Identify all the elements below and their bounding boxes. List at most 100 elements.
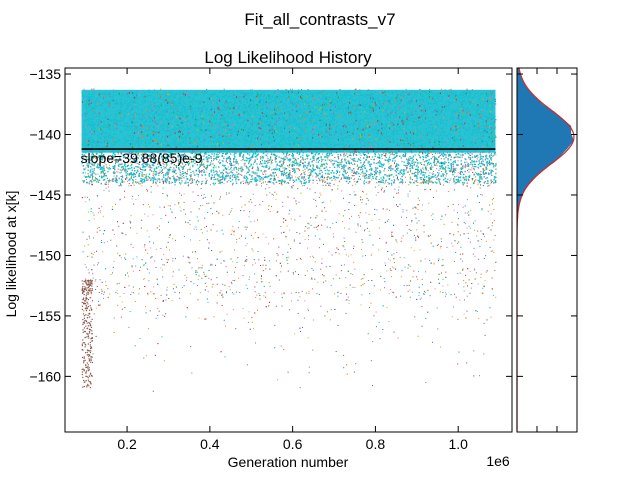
scatter-point: [421, 171, 423, 173]
scatter-point: [141, 259, 143, 261]
scatter-point: [100, 212, 102, 214]
scatter-point: [326, 152, 328, 154]
scatter-point: [430, 234, 431, 236]
scatter-point: [125, 274, 126, 276]
scatter-point: [88, 235, 90, 237]
scatter-point: [252, 193, 254, 195]
scatter-point: [86, 178, 87, 180]
main-scatter-plot: slope=39.88(85)e-9 0.2 0.4 0.6 0.8 1.0 −135−…: [29, 66, 513, 452]
scatter-point: [466, 227, 468, 229]
scatter-point: [208, 202, 210, 204]
scatter-point: [237, 163, 239, 165]
scatter-point: [348, 202, 350, 204]
scatter-point: [197, 179, 199, 181]
scatter-point: [290, 248, 292, 249]
scatter-point: [230, 281, 232, 283]
scatter-point: [327, 311, 329, 313]
scatter-point: [243, 265, 245, 267]
scatter-point: [339, 166, 341, 168]
scatter-point: [318, 196, 320, 198]
scatter-point: [438, 181, 440, 183]
scatter-point: [273, 291, 275, 293]
scatter-point: [224, 284, 226, 286]
scatter-point: [371, 253, 373, 255]
scatter-point: [349, 157, 351, 159]
scatter-point: [162, 172, 164, 174]
scatter-point: [235, 267, 236, 268]
scatter-point: [90, 293, 92, 295]
scatter-point: [123, 161, 125, 163]
scatter-point: [149, 206, 151, 208]
scatter-point: [391, 254, 393, 256]
scatter-point: [328, 184, 330, 186]
scatter-point: [254, 291, 256, 293]
scatter-point: [204, 289, 206, 291]
scatter-point: [165, 160, 167, 162]
scatter-point: [368, 180, 370, 182]
scatter-point: [409, 181, 411, 183]
scatter-point: [299, 327, 301, 329]
scatter-point: [118, 160, 119, 162]
scatter-point: [372, 341, 374, 343]
scatter-point: [152, 390, 154, 392]
scatter-point: [100, 242, 102, 243]
scatter-point: [361, 175, 363, 177]
scatter-point: [246, 256, 248, 257]
scatter-point: [303, 317, 305, 319]
scatter-point: [417, 335, 419, 337]
scatter-point: [280, 232, 282, 234]
scatter-point: [369, 164, 371, 166]
scatter-point: [425, 271, 427, 273]
scatter-point: [293, 182, 294, 184]
scatter-point: [226, 271, 228, 273]
scatter-point: [244, 177, 246, 179]
scatter-point: [236, 239, 238, 240]
scatter-point: [313, 257, 315, 259]
scatter-point: [155, 298, 157, 299]
scatter-point: [388, 183, 390, 185]
scatter-point: [258, 259, 260, 261]
scatter-point: [479, 187, 481, 189]
scatter-point: [308, 290, 310, 292]
scatter-point: [466, 88, 468, 90]
scatter-point: [389, 268, 391, 270]
scatter-point: [293, 240, 295, 242]
scatter-point: [414, 171, 416, 173]
scatter-point: [388, 219, 390, 221]
scatter-point: [203, 169, 205, 170]
scatter-point: [180, 210, 182, 212]
scatter-point: [219, 152, 221, 154]
scatter-point: [481, 174, 483, 176]
scatter-point: [438, 174, 440, 176]
scatter-point: [265, 236, 267, 238]
scatter-point: [308, 366, 310, 368]
scatter-point: [349, 194, 351, 196]
scatter-point: [158, 172, 160, 174]
scatter-point: [200, 228, 202, 230]
scatter-point: [298, 201, 300, 203]
scatter-point: [121, 308, 123, 310]
scatter-point: [485, 240, 487, 242]
scatter-point: [163, 206, 165, 208]
scatter-point: [367, 199, 369, 201]
scatter-point: [239, 292, 241, 293]
scatter-point: [304, 183, 306, 185]
scatter-point: [368, 156, 370, 157]
scatter-point: [457, 363, 459, 365]
scatter-point: [460, 246, 462, 248]
scatter-point: [197, 220, 199, 222]
scatter-point: [291, 186, 293, 187]
scatter-point: [187, 256, 189, 258]
scatter-point: [200, 172, 202, 173]
scatter-point: [240, 160, 242, 161]
scatter-point: [341, 177, 342, 179]
scatter-point: [277, 211, 279, 213]
scatter-point: [400, 240, 402, 242]
scatter-point: [91, 183, 93, 185]
scatter-point: [194, 179, 196, 181]
scatter-point: [269, 301, 270, 303]
scatter-point: [297, 188, 299, 190]
scatter-point: [351, 215, 352, 217]
scatter-point: [346, 364, 348, 366]
scatter-point: [467, 178, 469, 180]
